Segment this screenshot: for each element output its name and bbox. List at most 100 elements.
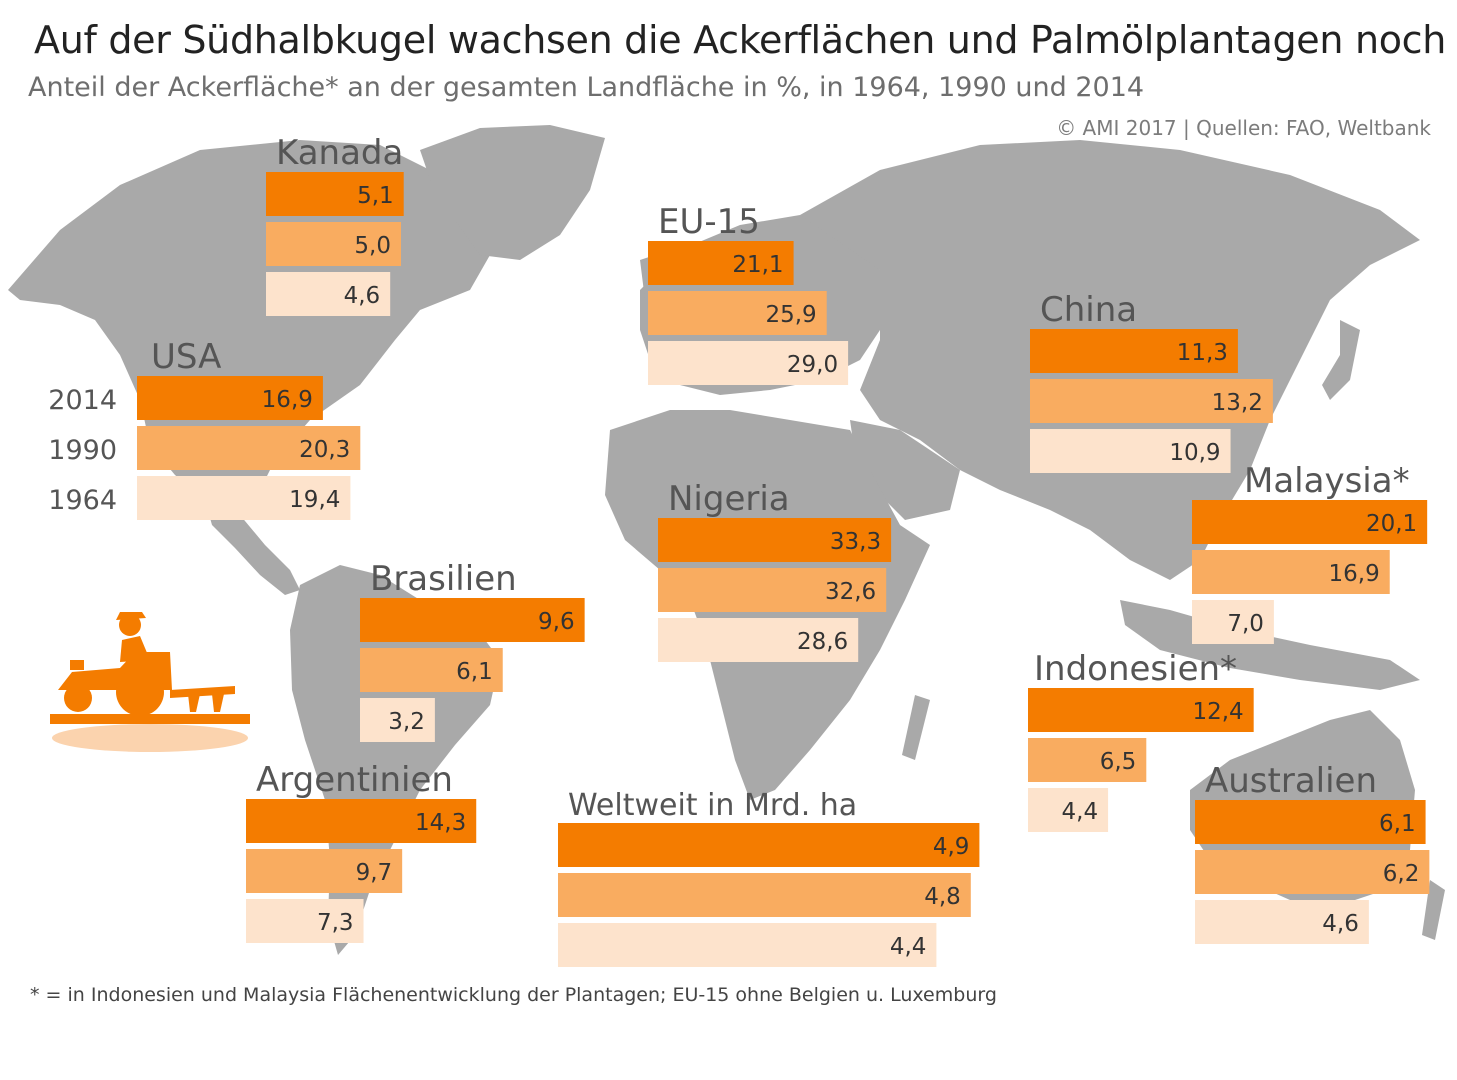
tractor-icon bbox=[50, 612, 250, 752]
bar-eu-15-2014 bbox=[648, 241, 794, 285]
legend-year-2014: 2014 bbox=[48, 385, 117, 416]
map-madagascar bbox=[902, 695, 930, 760]
value-label-indonesien-1964: 4,4 bbox=[1062, 799, 1099, 825]
value-label-china-1964: 10,9 bbox=[1169, 440, 1220, 466]
value-label-brasilien-2014: 9,6 bbox=[538, 609, 575, 635]
map-new-zealand bbox=[1422, 880, 1445, 940]
region-malaysia: Malaysia* 20,1 16,9 7,0 bbox=[1192, 461, 1428, 644]
region-label-china: China bbox=[1040, 290, 1137, 330]
bar-indonesien-1964 bbox=[1028, 788, 1109, 832]
bar-nigeria-1990 bbox=[658, 568, 887, 612]
value-label-malaysia-1990: 16,9 bbox=[1329, 561, 1380, 587]
value-label-eu-15-2014: 21,1 bbox=[732, 252, 783, 278]
region-label-malaysia: Malaysia* bbox=[1244, 461, 1410, 501]
region-label-weltweit-in-mrd-ha: Weltweit in Mrd. ha bbox=[568, 788, 857, 823]
region-nigeria: Nigeria 33,3 32,6 28,6 bbox=[658, 479, 892, 662]
map-japan bbox=[1322, 320, 1360, 400]
bar-australien-2014 bbox=[1195, 800, 1426, 844]
map-central-america bbox=[205, 500, 300, 595]
region-kanada: Kanada 5,1 5,0 4,6 bbox=[266, 133, 404, 316]
value-label-nigeria-1964: 28,6 bbox=[797, 629, 848, 655]
value-label-weltweit-in-mrd-ha-1990: 4,8 bbox=[924, 884, 961, 910]
bar-weltweit-in-mrd-ha-2014 bbox=[558, 823, 980, 867]
source-note: © AMI 2017 | Quellen: FAO, Weltbank bbox=[1056, 116, 1431, 140]
value-label-malaysia-1964: 7,0 bbox=[1227, 611, 1264, 637]
bar-argentinien-1990 bbox=[246, 849, 403, 893]
legend-year-1964: 1964 bbox=[48, 485, 117, 516]
bars-layer: Kanada 5,1 5,0 4,6 USA 16,9 20,3 19,4 EU-15 21,1 2… bbox=[48, 133, 1430, 967]
value-label-usa-1964: 19,4 bbox=[289, 487, 340, 513]
bar-argentinien-1964 bbox=[246, 899, 364, 943]
bar-indonesien-2014 bbox=[1028, 688, 1254, 732]
bar-china-2014 bbox=[1030, 329, 1238, 373]
bar-usa-2014 bbox=[137, 376, 323, 420]
bar-usa-1964 bbox=[137, 476, 351, 520]
region-label-usa: USA bbox=[151, 337, 221, 377]
chart-subtitle: Anteil der Ackerfläche* an der gesamten … bbox=[28, 72, 1145, 103]
region-label-nigeria: Nigeria bbox=[668, 479, 790, 519]
value-label-australien-2014: 6,1 bbox=[1379, 811, 1416, 837]
region-eu-15: EU-15 21,1 25,9 29,0 bbox=[648, 202, 849, 385]
map-arabia bbox=[850, 420, 960, 520]
bar-argentinien-2014 bbox=[246, 799, 477, 843]
bar-indonesien-1990 bbox=[1028, 738, 1147, 782]
value-label-usa-1990: 20,3 bbox=[299, 437, 350, 463]
region-weltweit-in-mrd-ha: Weltweit in Mrd. ha 4,9 4,8 4,4 bbox=[558, 788, 980, 967]
bar-weltweit-in-mrd-ha-1964 bbox=[558, 923, 937, 967]
bar-china-1964 bbox=[1030, 429, 1231, 473]
value-label-argentinien-1964: 7,3 bbox=[317, 910, 354, 936]
value-label-weltweit-in-mrd-ha-1964: 4,4 bbox=[890, 934, 927, 960]
value-label-australien-1964: 4,6 bbox=[1322, 911, 1359, 937]
region-usa: USA 16,9 20,3 19,4 bbox=[137, 337, 361, 520]
value-label-argentinien-2014: 14,3 bbox=[415, 810, 466, 836]
region-china: China 11,3 13,2 10,9 bbox=[1030, 290, 1273, 473]
region-label-indonesien: Indonesien* bbox=[1034, 649, 1237, 689]
map-greenland bbox=[420, 125, 605, 260]
value-label-eu-15-1964: 29,0 bbox=[787, 352, 838, 378]
bar-malaysia-1964 bbox=[1192, 600, 1274, 644]
value-label-indonesien-2014: 12,4 bbox=[1192, 699, 1243, 725]
bar-malaysia-2014 bbox=[1192, 500, 1428, 544]
region-label-kanada: Kanada bbox=[276, 133, 403, 173]
value-label-nigeria-2014: 33,3 bbox=[830, 529, 881, 555]
value-label-nigeria-1990: 32,6 bbox=[825, 579, 876, 605]
region-indonesien: Indonesien* 12,4 6,54,4 bbox=[1028, 649, 1254, 832]
region-label-argentinien: Argentinien bbox=[256, 760, 453, 800]
value-label-usa-2014: 16,9 bbox=[262, 387, 313, 413]
value-label-weltweit-in-mrd-ha-2014: 4,9 bbox=[933, 834, 970, 860]
value-label-malaysia-2014: 20,1 bbox=[1366, 511, 1417, 537]
value-label-brasilien-1990: 6,1 bbox=[456, 659, 493, 685]
value-label-kanada-1990: 5,0 bbox=[354, 233, 391, 259]
bar-australien-1964 bbox=[1195, 900, 1369, 944]
region-argentinien: Argentinien 14,3 9,77,3 bbox=[246, 760, 477, 943]
value-label-australien-1990: 6,2 bbox=[1383, 861, 1420, 887]
value-label-argentinien-1990: 9,7 bbox=[356, 860, 393, 886]
region-brasilien: Brasilien 9,6 6,1 3,2 bbox=[360, 559, 585, 742]
bar-brasilien-2014 bbox=[360, 598, 585, 642]
bar-china-1990 bbox=[1030, 379, 1273, 423]
bar-usa-1990 bbox=[137, 426, 361, 470]
bar-weltweit-in-mrd-ha-1990 bbox=[558, 873, 971, 917]
value-label-kanada-2014: 5,1 bbox=[357, 183, 394, 209]
bar-eu-15-1990 bbox=[648, 291, 827, 335]
value-label-china-1990: 13,2 bbox=[1212, 390, 1263, 416]
bar-kanada-1990 bbox=[266, 222, 401, 266]
value-label-kanada-1964: 4,6 bbox=[344, 283, 381, 309]
value-label-brasilien-1964: 3,2 bbox=[388, 709, 425, 735]
footnote: * = in Indonesien und Malaysia Flächenen… bbox=[30, 984, 997, 1006]
bar-eu-15-1964 bbox=[648, 341, 849, 385]
bar-nigeria-2014 bbox=[658, 518, 892, 562]
bar-nigeria-1964 bbox=[658, 618, 859, 662]
region-label-brasilien: Brasilien bbox=[370, 559, 517, 599]
value-label-china-2014: 11,3 bbox=[1177, 340, 1228, 366]
legend-year-1990: 1990 bbox=[48, 435, 117, 466]
region-label-australien: Australien bbox=[1205, 761, 1377, 801]
bar-kanada-2014 bbox=[266, 172, 404, 216]
chart-title: Auf der Südhalbkugel wachsen die Ackerfl… bbox=[34, 18, 1447, 62]
value-label-eu-15-1990: 25,9 bbox=[765, 302, 816, 328]
bar-brasilien-1964 bbox=[360, 698, 435, 742]
bar-australien-1990 bbox=[1195, 850, 1430, 894]
region-label-eu-15: EU-15 bbox=[658, 202, 760, 242]
